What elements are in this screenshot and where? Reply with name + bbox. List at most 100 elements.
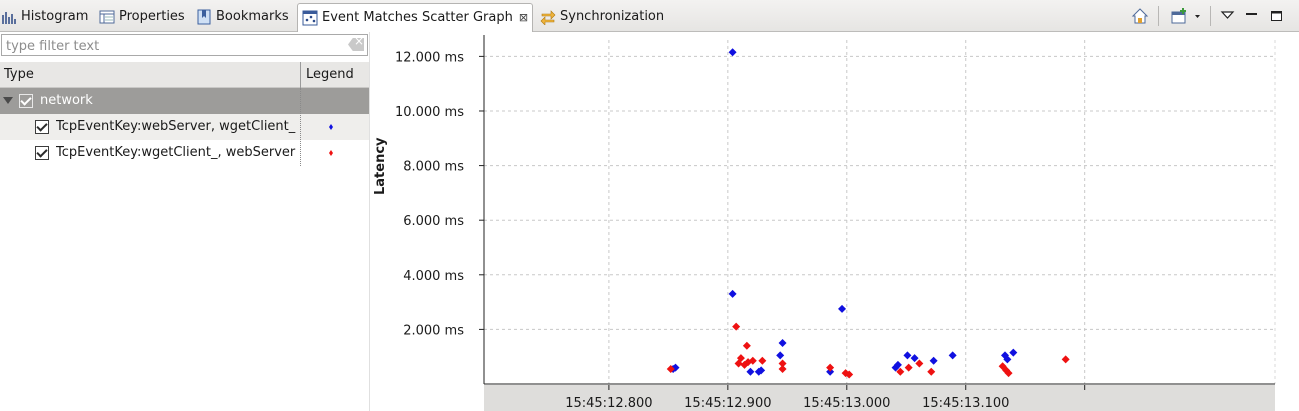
x-axis-band: 15:45:12.800 15:45:12.900 15:45:13.000 15:4…	[484, 385, 1275, 411]
data-point-blue	[728, 289, 737, 298]
clear-icon[interactable]	[348, 38, 364, 51]
minimize-icon[interactable]	[1243, 7, 1261, 25]
tab-synchronization[interactable]: Synchronization	[540, 4, 664, 30]
data-point-red	[927, 367, 936, 376]
data-point-red	[896, 367, 905, 376]
data-point-blue	[754, 367, 763, 376]
data-point-blue	[838, 304, 847, 313]
tree-row-network[interactable]: network	[0, 88, 370, 114]
tab-properties[interactable]: Properties	[99, 4, 185, 30]
y-tick-label: 6.000 ms	[403, 214, 464, 229]
data-point-red	[1002, 366, 1011, 375]
data-point-red	[732, 322, 741, 331]
dropdown-icon[interactable]	[1192, 7, 1202, 25]
tab-histogram[interactable]: Histogram	[1, 4, 88, 30]
expand-arrow-icon[interactable]	[3, 97, 13, 104]
toolbar-separator	[1210, 6, 1211, 26]
home-icon[interactable]	[1131, 7, 1149, 25]
y-tick-label: 4.000 ms	[403, 269, 464, 284]
x-tick-label: 15:45:13.000	[803, 396, 890, 411]
close-icon[interactable]: ⊠	[518, 11, 529, 24]
panel-sash[interactable]	[369, 32, 370, 411]
data-point-blue	[671, 363, 680, 372]
data-point-red	[841, 369, 850, 378]
tab-label: Properties	[119, 9, 185, 24]
x-tick-label: 15:45:12.900	[684, 396, 771, 411]
legend-column-divider	[300, 88, 301, 166]
tree-row-label: TcpEventKey:webServer, wgetClient_	[56, 119, 296, 134]
data-point-red	[778, 364, 787, 373]
tab-label: Histogram	[21, 9, 89, 24]
filter-field	[1, 34, 368, 56]
new-view-icon[interactable]	[1170, 7, 1188, 25]
x-tick-label: 15:45:12.800	[565, 396, 652, 411]
data-point-blue	[1000, 351, 1009, 360]
data-point-red	[915, 359, 924, 368]
data-point-red	[845, 370, 854, 379]
data-point-blue	[893, 360, 902, 369]
histogram-icon	[1, 9, 17, 25]
data-point-blue	[891, 363, 900, 372]
tab-label: Synchronization	[560, 9, 665, 24]
checkbox-webserver-wgetclient[interactable]	[35, 120, 49, 134]
column-header-type[interactable]: Type	[4, 67, 34, 82]
data-point-blue	[903, 351, 912, 360]
checkbox-wgetclient-webserver[interactable]	[35, 146, 49, 160]
chart-axes	[479, 35, 1275, 385]
data-point-blue	[910, 354, 919, 363]
toolbar-separator	[1158, 6, 1159, 26]
chart-grid	[484, 40, 1276, 384]
y-tick-label: 12.000 ms	[395, 50, 464, 65]
data-point-blue	[776, 351, 785, 360]
data-point-blue	[757, 366, 766, 375]
tree-row-wgetclient-webserver[interactable]: TcpEventKey:wgetClient_, webServer	[0, 140, 370, 166]
data-point-red	[740, 360, 749, 369]
column-divider[interactable]	[300, 62, 301, 88]
data-point-blue	[669, 364, 678, 373]
data-point-blue	[948, 351, 957, 360]
view-menu-icon[interactable]	[1219, 7, 1237, 25]
tree-row-label: network	[40, 93, 93, 108]
y-tick-label: 10.000 ms	[395, 105, 464, 120]
data-point-red	[826, 363, 835, 372]
data-point-blue	[929, 356, 938, 365]
legend-diamond-blue-icon	[329, 124, 333, 130]
tree-row-label: TcpEventKey:wgetClient_, webServer	[56, 145, 296, 160]
maximize-icon[interactable]	[1268, 7, 1286, 25]
data-point-red	[778, 359, 787, 368]
tree-row-webserver-wgetclient[interactable]: TcpEventKey:webServer, wgetClient_	[0, 114, 370, 140]
properties-icon	[99, 9, 115, 25]
y-tick-label: 2.000 ms	[403, 323, 464, 338]
synchronization-icon	[540, 9, 556, 26]
tab-label: Bookmarks	[216, 9, 289, 24]
data-point-blue	[778, 339, 787, 348]
y-tick-label: 8.000 ms	[403, 160, 464, 175]
tab-event-matches-scatter-graph[interactable]: Event Matches Scatter Graph ⊠	[297, 3, 534, 32]
data-point-blue	[728, 48, 737, 57]
tab-bookmarks[interactable]: Bookmarks	[196, 4, 289, 30]
tab-label: Event Matches Scatter Graph	[322, 10, 513, 25]
data-point-blue	[746, 367, 755, 376]
data-point-red	[734, 359, 743, 368]
data-point-red	[744, 358, 753, 367]
data-point-red	[666, 364, 675, 373]
data-point-blue	[1003, 355, 1012, 364]
tab-bar: Histogram Properties Bookmarks Event Mat…	[0, 0, 1299, 32]
data-point-red	[998, 362, 1007, 371]
data-point-red	[748, 356, 757, 365]
column-header-legend[interactable]: Legend	[306, 67, 354, 82]
checkbox-network[interactable]	[19, 94, 33, 108]
bookmarks-icon	[196, 9, 212, 25]
data-point-red	[742, 341, 751, 350]
data-point-red	[736, 354, 745, 363]
data-point-blue	[826, 367, 835, 376]
data-point-red	[1061, 355, 1070, 364]
data-point-blue	[1009, 348, 1018, 357]
filter-input[interactable]	[4, 36, 338, 56]
table-header: Type Legend	[0, 62, 369, 88]
data-point-red	[904, 363, 913, 372]
y-axis-label: Latency	[373, 137, 388, 195]
scatter-graph-icon	[302, 10, 318, 26]
x-tick-label: 15:45:13.100	[922, 396, 1009, 411]
y-tick-labels: 2.000 ms 4.000 ms 6.000 ms 8.000 ms 10.000 m…	[395, 50, 464, 338]
